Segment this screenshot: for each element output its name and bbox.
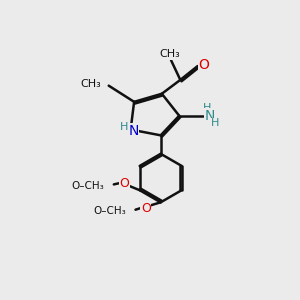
Text: O: O: [141, 202, 151, 214]
Text: N: N: [128, 124, 139, 138]
Text: H: H: [211, 118, 220, 128]
Text: O–CH₃: O–CH₃: [94, 206, 126, 216]
Text: O–CH₃: O–CH₃: [72, 181, 105, 190]
Text: N: N: [205, 109, 215, 123]
Text: CH₃: CH₃: [81, 79, 101, 89]
Text: O: O: [199, 58, 209, 72]
Text: H: H: [120, 122, 128, 132]
Text: O: O: [119, 177, 129, 190]
Text: CH₃: CH₃: [160, 50, 180, 59]
Text: H: H: [203, 103, 211, 113]
